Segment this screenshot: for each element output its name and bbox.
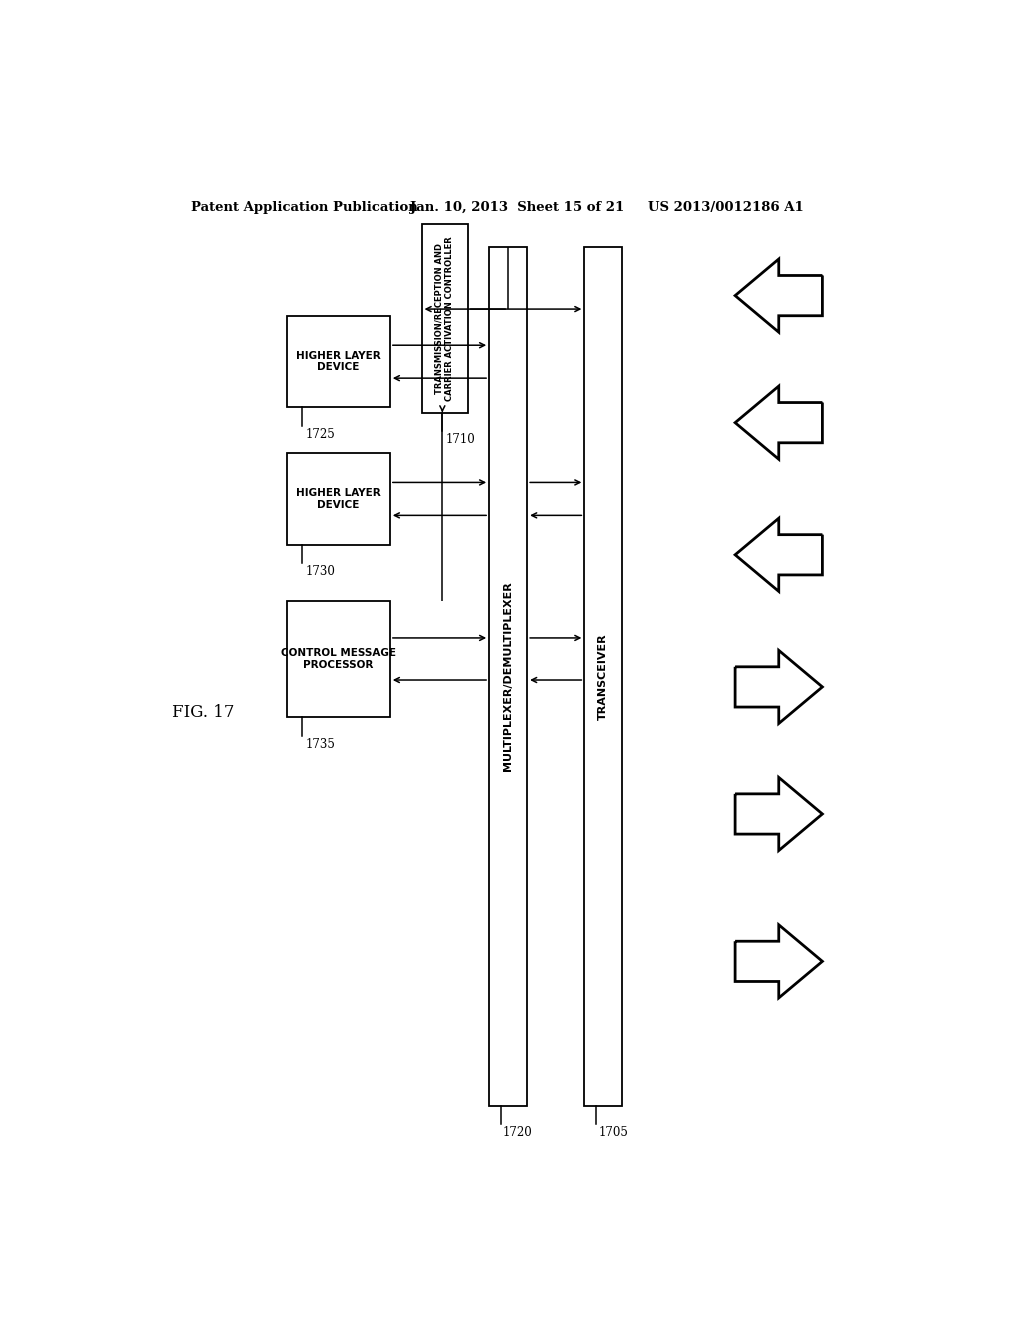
- Text: MULTIPLEXER/DEMULTIPLEXER: MULTIPLEXER/DEMULTIPLEXER: [503, 581, 513, 771]
- Bar: [422, 224, 468, 412]
- Text: 1735: 1735: [305, 738, 335, 751]
- Text: HIGHER LAYER
DEVICE: HIGHER LAYER DEVICE: [296, 351, 381, 372]
- Bar: [287, 315, 390, 408]
- Bar: [287, 601, 390, 718]
- Text: TRANSCEIVER: TRANSCEIVER: [598, 634, 608, 719]
- Bar: [287, 453, 390, 545]
- Bar: [585, 247, 623, 1106]
- Text: Patent Application Publication: Patent Application Publication: [191, 201, 418, 214]
- Text: 1720: 1720: [503, 1126, 532, 1139]
- Text: 1725: 1725: [305, 428, 335, 441]
- Text: HIGHER LAYER
DEVICE: HIGHER LAYER DEVICE: [296, 488, 381, 510]
- Text: 1705: 1705: [598, 1126, 628, 1139]
- Text: Jan. 10, 2013  Sheet 15 of 21: Jan. 10, 2013 Sheet 15 of 21: [410, 201, 624, 214]
- Text: 1710: 1710: [445, 433, 475, 446]
- Text: TRANSMISSION/RECEPTION AND
CARRIER ACTIVATION CONTROLLER: TRANSMISSION/RECEPTION AND CARRIER ACTIV…: [435, 236, 455, 401]
- Text: US 2013/0012186 A1: US 2013/0012186 A1: [648, 201, 804, 214]
- Text: 1730: 1730: [305, 565, 335, 578]
- Text: FIG. 17: FIG. 17: [172, 704, 234, 721]
- Bar: [489, 247, 527, 1106]
- Text: CONTROL MESSAGE
PROCESSOR: CONTROL MESSAGE PROCESSOR: [281, 648, 396, 669]
